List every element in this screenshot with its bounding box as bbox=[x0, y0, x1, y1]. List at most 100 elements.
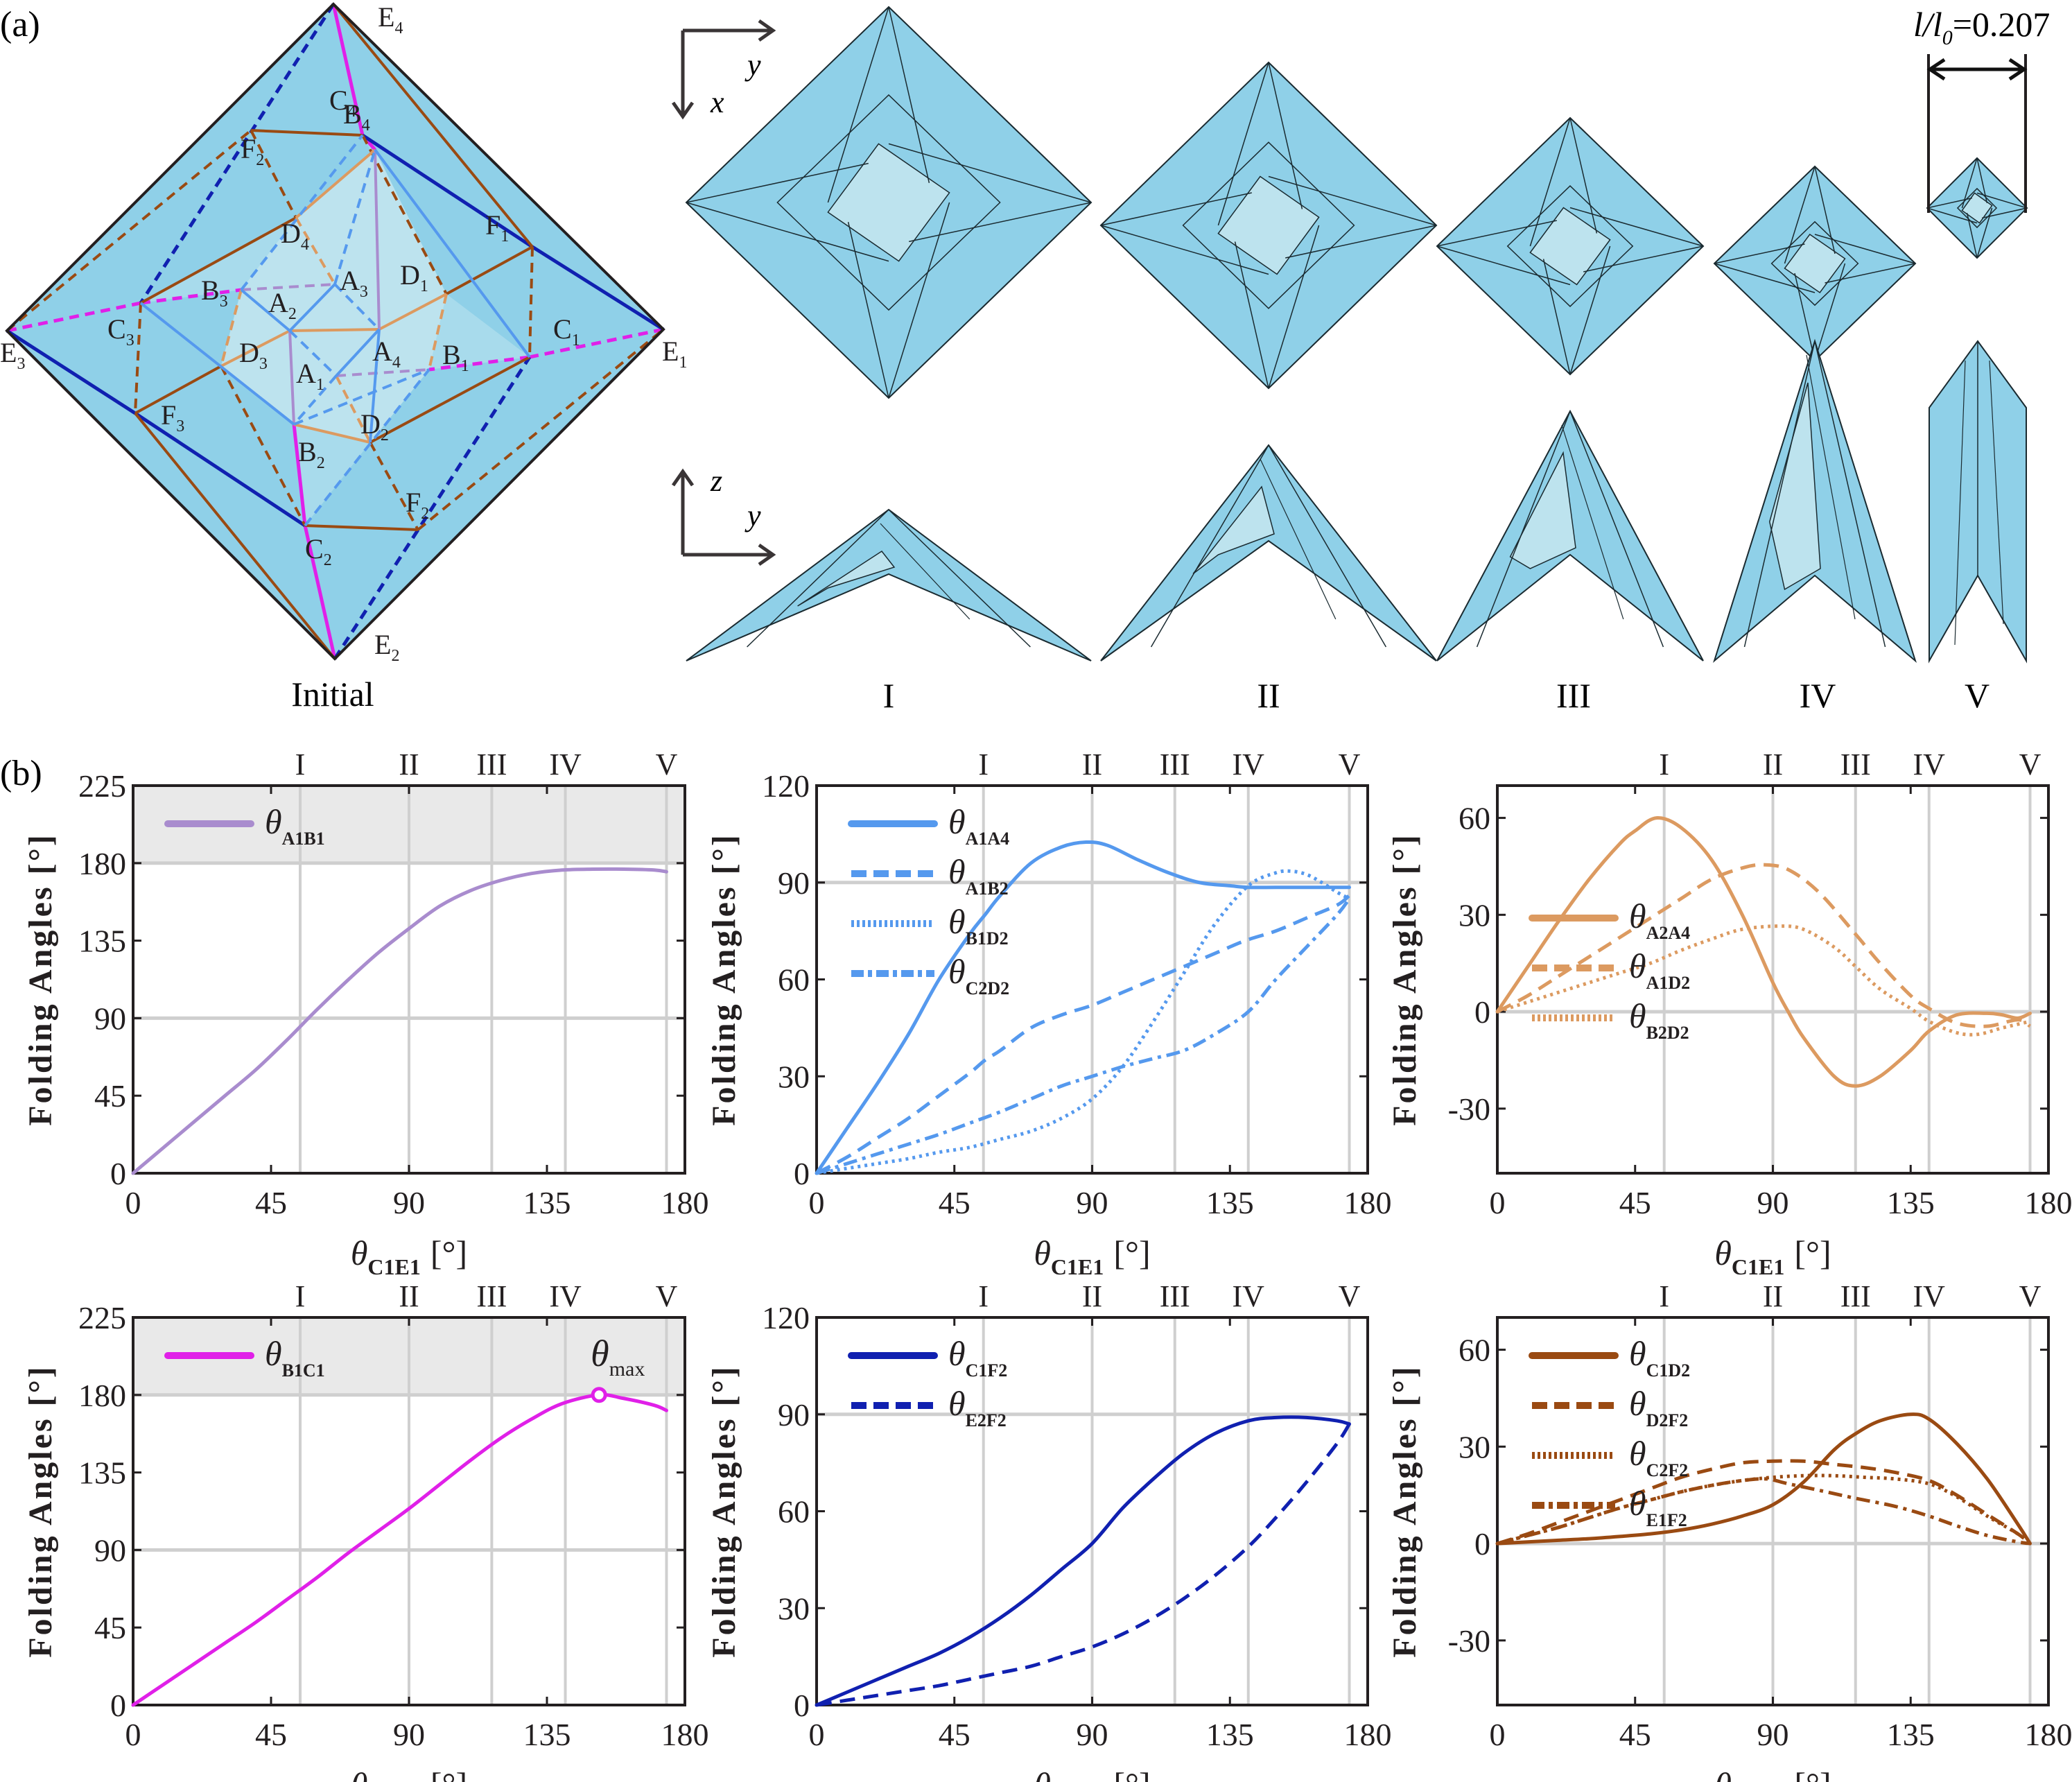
stage-tick-label-II: II bbox=[1082, 1279, 1102, 1313]
y-tick-label: 0 bbox=[1474, 994, 1490, 1030]
y-tick-label: 30 bbox=[1459, 897, 1490, 933]
fold-line bbox=[1583, 245, 1704, 273]
x-tick-label: 45 bbox=[939, 1185, 970, 1220]
crease-B3-D3 bbox=[220, 289, 243, 367]
stage-tick-label-III: III bbox=[476, 747, 507, 781]
x-tick-label: 90 bbox=[1077, 1185, 1108, 1220]
scale-double-arrow bbox=[1926, 58, 2028, 81]
stage-tick-label-V: V bbox=[1339, 1279, 1361, 1313]
vertex-label-B3: B3 bbox=[201, 275, 228, 311]
x-tick-label: 0 bbox=[809, 1717, 825, 1752]
axis-y-label: y bbox=[745, 499, 761, 533]
y-tick-label: 60 bbox=[1459, 801, 1490, 836]
crease-A4-D2 bbox=[369, 329, 381, 443]
stage-tick-label-V: V bbox=[1339, 747, 1361, 781]
y-tick-label: 30 bbox=[1459, 1429, 1490, 1464]
vertex-label-D4: D4 bbox=[281, 218, 309, 254]
y-axis-label: Folding Angles [°] bbox=[706, 833, 742, 1126]
inner-face bbox=[797, 550, 896, 607]
x-tick-label: 90 bbox=[1757, 1185, 1789, 1220]
legend-label-C2D2: θC2D2 bbox=[948, 952, 1009, 998]
stage-tick-label-II: II bbox=[399, 1279, 419, 1313]
legend-label-C1F2: θC1F2 bbox=[948, 1334, 1007, 1381]
y-tick-label: 135 bbox=[78, 1455, 126, 1491]
crease-A2-A1 bbox=[288, 329, 338, 377]
crease-F2t-C4 bbox=[250, 129, 363, 137]
x-tick-label: 135 bbox=[1887, 1185, 1935, 1220]
series-line-A1D2 bbox=[1496, 863, 2031, 1028]
series-line-E1F2 bbox=[1497, 1477, 2030, 1546]
y-tick-label: 180 bbox=[78, 846, 126, 881]
crease-F1-C1 bbox=[528, 246, 534, 358]
side-profile bbox=[686, 508, 1092, 661]
x-tick-label: 0 bbox=[1490, 1717, 1506, 1752]
stage-tick-label-II: II bbox=[1082, 747, 1102, 781]
stage-tick-label-IV: IV bbox=[1233, 747, 1265, 781]
crease-D1-A4 bbox=[378, 293, 447, 331]
y-axis-label: Folding Angles [°] bbox=[706, 1365, 742, 1658]
y-tick-label: 180 bbox=[78, 1378, 126, 1413]
vertex-label-F2: F2 bbox=[241, 133, 264, 169]
chart-b1c1: I II III IV V0 45 90 135 18004590135180225Foldin… bbox=[22, 1279, 709, 1782]
side-profile bbox=[1100, 444, 1437, 661]
y-tick-label: -30 bbox=[1448, 1091, 1490, 1127]
vertex-label-B2: B2 bbox=[298, 436, 325, 472]
crease-C2-F3 bbox=[134, 411, 306, 528]
fold-line bbox=[1989, 360, 2004, 625]
x-axis-label: θC1E1[°] bbox=[1034, 1765, 1150, 1782]
fold-line bbox=[686, 162, 869, 203]
inner-face bbox=[1192, 485, 1275, 575]
panel-a-label: (a) bbox=[0, 5, 40, 44]
series-line-E2F2 bbox=[816, 1423, 1351, 1707]
y-tick-label: 45 bbox=[94, 1078, 126, 1114]
crease-F2t-D4 bbox=[250, 130, 297, 218]
x-tick-label: 180 bbox=[2025, 1717, 2072, 1752]
x-tick-label: 135 bbox=[523, 1717, 571, 1752]
stage-tick-label-I: I bbox=[978, 1279, 989, 1313]
y-tick-label: 0 bbox=[794, 1156, 810, 1191]
top-view-axes: y x bbox=[671, 19, 776, 120]
axis-y-label: y bbox=[745, 48, 761, 82]
series-line-A1B2 bbox=[815, 894, 1351, 1175]
stage-label-I: I bbox=[883, 676, 895, 715]
vertex-label-B1: B1 bbox=[442, 339, 469, 375]
crease-E2-C2 bbox=[303, 525, 337, 659]
y-tick-label: 0 bbox=[110, 1688, 126, 1723]
x-tick-label: 180 bbox=[661, 1717, 709, 1752]
vertex-label-F1: F1 bbox=[485, 209, 509, 245]
svg-text:l/l0=0.207: l/l0=0.207 bbox=[1913, 5, 2050, 49]
crease-A3-A4 bbox=[333, 283, 381, 331]
y-tick-label: 90 bbox=[778, 1397, 810, 1433]
stage-I-top-view bbox=[685, 6, 1092, 399]
crease-B3-C4 bbox=[240, 134, 364, 291]
stage-tick-label-V: V bbox=[656, 747, 678, 781]
crease-E3-F2t bbox=[6, 129, 252, 332]
crease-C3-D4 bbox=[140, 216, 297, 304]
x-tick-label: 90 bbox=[1757, 1717, 1789, 1752]
vertex-label-C4: C4 bbox=[329, 85, 356, 121]
stage-views bbox=[685, 6, 2028, 664]
legend-label-C2F2: θC2F2 bbox=[1629, 1434, 1688, 1480]
x-tick-label: 180 bbox=[1344, 1185, 1392, 1220]
fold-line bbox=[1966, 213, 1978, 259]
crease-C2-F2b bbox=[304, 524, 419, 531]
vertex-label-E3: E3 bbox=[0, 337, 25, 373]
fold-line bbox=[1814, 166, 1836, 254]
vertex-label-C1: C1 bbox=[553, 313, 580, 349]
vertex-label-D1: D1 bbox=[400, 259, 428, 295]
crease-A2-B2 bbox=[288, 330, 295, 425]
legend-label-E1F2: θE1F2 bbox=[1629, 1484, 1687, 1530]
crease-F3-E2 bbox=[134, 412, 336, 660]
x-tick-label: 90 bbox=[1077, 1717, 1108, 1752]
stage-tick-label-III: III bbox=[1840, 1279, 1871, 1313]
chart-a1b1: I II III IV V0 45 90 135 18004590135180225Foldin… bbox=[22, 747, 709, 1279]
crease-B2-B1 bbox=[293, 368, 430, 426]
crease-F1-E1 bbox=[531, 245, 665, 331]
stage-label-III: III bbox=[1556, 676, 1591, 715]
crease-D1-F1 bbox=[446, 245, 533, 295]
vertex-label-A1: A1 bbox=[296, 358, 324, 394]
fold-line bbox=[1794, 273, 1816, 361]
scale-denominator-sub: 0 bbox=[1942, 26, 1953, 49]
